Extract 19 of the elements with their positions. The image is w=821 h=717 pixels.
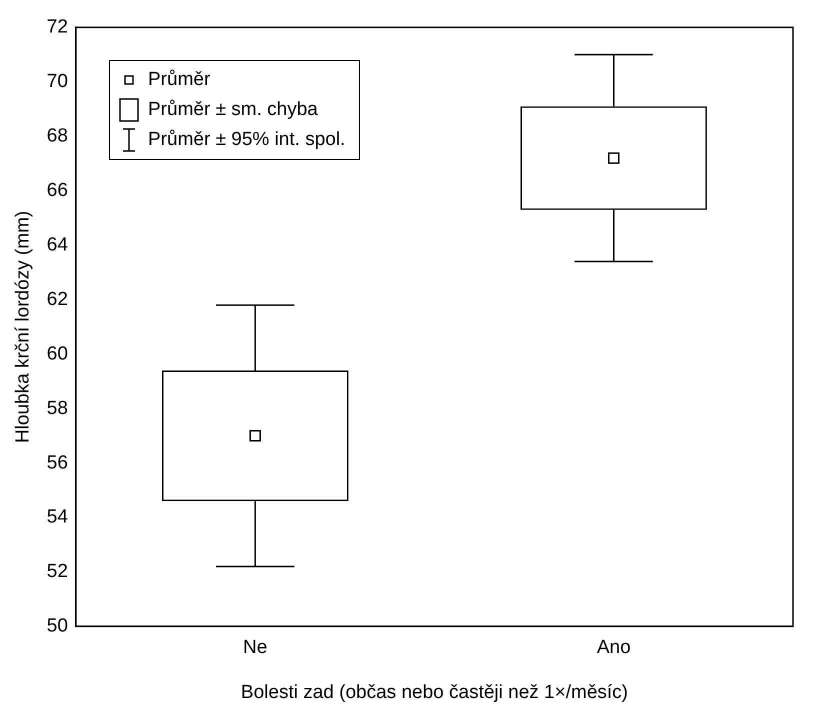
x-axis-title: Bolesti zad (občas nebo častěji než 1×/měsíc) [240, 682, 628, 703]
x-tick-label: Ano [596, 637, 631, 658]
annotation: Průměr [148, 69, 210, 91]
y-tick-label: 54 [46, 506, 68, 528]
y-tick-label: 66 [46, 180, 68, 201]
y-tick-label: 56 [46, 452, 68, 474]
y-tick-label: 58 [46, 398, 68, 419]
y-tick-label: 50 [46, 616, 68, 637]
y-tick-label: 60 [46, 343, 68, 364]
y-tick-label: 72 [46, 16, 68, 38]
x-tick-label: Ne [243, 637, 268, 658]
y-axis-title: Hloubka krční lordózy (mm) [12, 210, 34, 444]
y-tick-label: 68 [46, 126, 68, 147]
y-tick-label: 64 [46, 234, 68, 256]
annotation: Průměr ± sm. chyba [148, 99, 318, 121]
annotation: Průměr ± 95% int. spol. [148, 129, 346, 151]
y-tick-label: 62 [46, 288, 68, 310]
y-tick-label: 52 [46, 561, 68, 582]
y-tick-label: 70 [46, 71, 68, 92]
